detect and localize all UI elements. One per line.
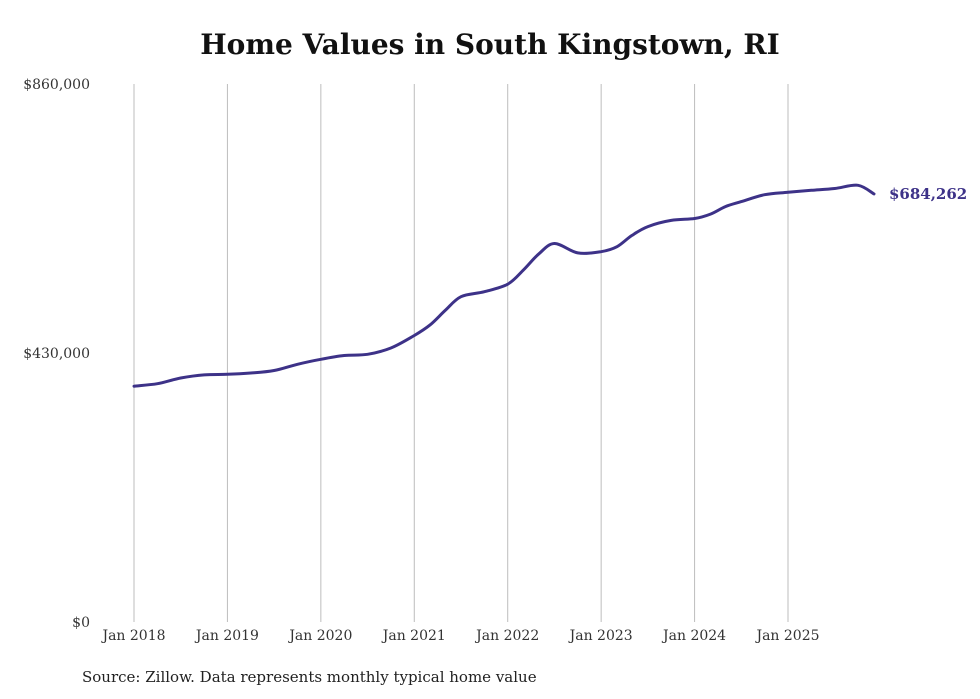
- chart-title: Home Values in South Kingstown, RI: [200, 28, 780, 61]
- x-tick-label: Jan 2023: [568, 628, 633, 644]
- x-tick-label: Jan 2018: [100, 628, 165, 644]
- y-tick-label: $860,000: [23, 77, 90, 93]
- y-axis-tick-labels: $0 $430,000 $860,000: [23, 77, 90, 631]
- series-layer: $684,262: [132, 183, 967, 388]
- x-tick-label: Jan 2019: [194, 628, 259, 644]
- x-tick-label: Jan 2024: [661, 628, 726, 644]
- x-tick-label: Jan 2025: [754, 628, 819, 644]
- y-tick-label: $0: [72, 615, 90, 631]
- x-tick-label: Jan 2022: [474, 628, 539, 644]
- x-tick-label: Jan 2021: [381, 628, 446, 644]
- y-tick-label: $430,000: [23, 346, 90, 362]
- x-tick-label: Jan 2020: [287, 628, 352, 644]
- vertical-gridlines: [133, 84, 789, 622]
- end-value-label: $684,262: [889, 185, 967, 203]
- x-axis-tick-labels: Jan 2018 Jan 2019 Jan 2020 Jan 2021 Jan 2022…: [100, 628, 819, 644]
- series-line: [132, 183, 876, 388]
- source-note: Source: Zillow. Data represents monthly …: [82, 668, 537, 686]
